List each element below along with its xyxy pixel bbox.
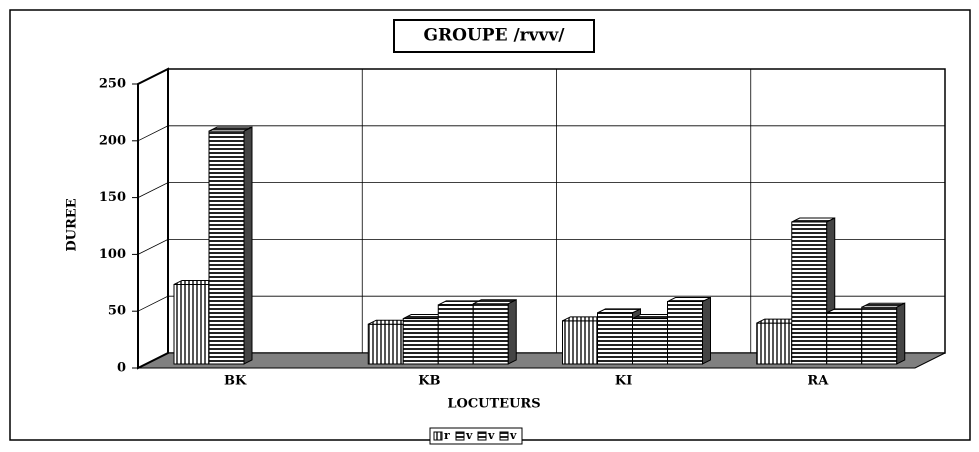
bar-front (756, 322, 793, 365)
grid-line (137, 238, 945, 255)
bar-front (826, 312, 863, 365)
y-tick-label: 200 (99, 133, 126, 148)
bar-front (562, 320, 598, 365)
legend-label: v (465, 429, 473, 442)
legend-swatch (477, 431, 487, 441)
bar (667, 296, 711, 365)
y-tick-label: 100 (99, 247, 126, 262)
grid-line (137, 182, 945, 198)
bar-front (597, 312, 633, 365)
legend-box (429, 427, 523, 445)
x-axis-label: LOCUTEURS (447, 397, 540, 412)
x-tick-label: KB (418, 374, 440, 389)
bar (208, 126, 253, 365)
bar (861, 302, 906, 365)
bar-side (896, 302, 906, 365)
bar-front (208, 130, 245, 365)
x-tick-label: BK (224, 374, 247, 389)
bar-front (791, 221, 828, 365)
legend-swatch (499, 431, 509, 441)
y-tick-label: 250 (99, 77, 126, 92)
bar-front (667, 301, 703, 365)
x-tick-label: KI (615, 374, 632, 389)
bar-front (632, 318, 668, 365)
grid-line (137, 125, 945, 142)
legend-swatch (433, 431, 443, 441)
title-box (393, 19, 595, 53)
legend-swatch (455, 431, 465, 441)
legend-label: v (487, 429, 495, 442)
bar-front (402, 318, 439, 365)
grid-line (137, 68, 945, 85)
x-tick-label: RA (807, 374, 829, 389)
y-tick-label: 0 (117, 361, 126, 376)
y-tick-label: 150 (99, 190, 126, 205)
bar-front (173, 283, 210, 365)
bar-front (367, 323, 404, 365)
legend-label: v (509, 429, 517, 442)
bar-front (437, 304, 474, 365)
grid-line (137, 295, 945, 312)
bar-side (702, 296, 711, 365)
chart-title: GROUPE /rvvv/ (424, 26, 566, 46)
bar-front (472, 303, 509, 365)
bar-side (243, 126, 253, 365)
y-axis-label: DUREE (65, 198, 80, 251)
y-tick-label: 50 (108, 304, 126, 319)
bar-front (861, 306, 898, 365)
bar (472, 298, 517, 365)
legend-label: r (444, 429, 450, 442)
bar-side (507, 298, 517, 365)
